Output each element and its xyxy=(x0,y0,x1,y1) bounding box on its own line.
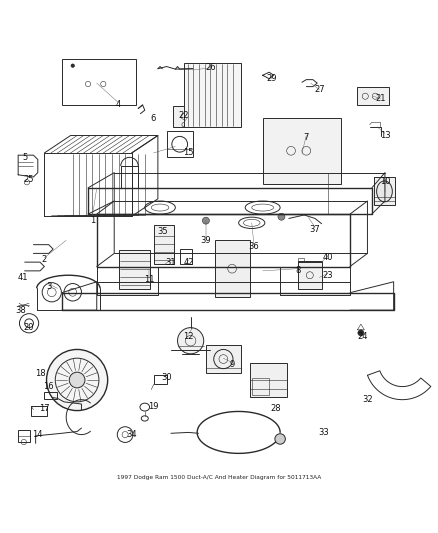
Text: 1: 1 xyxy=(90,216,95,225)
Bar xyxy=(31,406,46,416)
Text: 42: 42 xyxy=(183,257,194,266)
Text: 33: 33 xyxy=(318,428,329,437)
Text: 36: 36 xyxy=(248,243,259,252)
Text: 39: 39 xyxy=(201,236,211,245)
Bar xyxy=(153,225,174,264)
Text: 11: 11 xyxy=(144,275,154,284)
Bar xyxy=(180,249,192,264)
Bar xyxy=(206,345,241,374)
Text: 6: 6 xyxy=(151,114,156,123)
Text: 35: 35 xyxy=(157,227,168,236)
Bar xyxy=(166,131,193,157)
Text: 34: 34 xyxy=(127,430,137,439)
Text: 41: 41 xyxy=(17,273,28,282)
Text: 38: 38 xyxy=(15,305,26,314)
Polygon shape xyxy=(263,118,341,183)
Text: 20: 20 xyxy=(24,323,34,332)
Text: 17: 17 xyxy=(39,404,49,413)
Text: 23: 23 xyxy=(323,271,333,280)
Text: 1997 Dodge Ram 1500 Duct-A/C And Heater Diagram for 5011713AA: 1997 Dodge Ram 1500 Duct-A/C And Heater … xyxy=(117,475,321,480)
Text: 16: 16 xyxy=(43,382,54,391)
Text: 26: 26 xyxy=(205,63,215,72)
Circle shape xyxy=(69,372,85,388)
Circle shape xyxy=(202,217,209,224)
Bar xyxy=(215,240,250,297)
Text: 25: 25 xyxy=(24,175,34,184)
Text: 4: 4 xyxy=(116,100,121,109)
Text: 21: 21 xyxy=(375,94,386,103)
Bar xyxy=(357,87,389,105)
Circle shape xyxy=(278,213,285,220)
Text: 7: 7 xyxy=(304,133,309,142)
Text: 22: 22 xyxy=(179,111,189,120)
Text: 15: 15 xyxy=(183,149,194,157)
Text: 31: 31 xyxy=(166,257,176,266)
Text: 18: 18 xyxy=(35,369,45,378)
Text: 29: 29 xyxy=(266,74,277,83)
Text: 10: 10 xyxy=(380,177,390,186)
Text: 30: 30 xyxy=(161,373,172,382)
Text: 24: 24 xyxy=(358,332,368,341)
Bar xyxy=(173,106,194,127)
Text: 40: 40 xyxy=(323,253,333,262)
Text: 13: 13 xyxy=(380,131,390,140)
Bar xyxy=(18,430,29,442)
Text: 19: 19 xyxy=(148,402,159,411)
Circle shape xyxy=(358,330,364,336)
Bar xyxy=(184,63,241,127)
Text: 2: 2 xyxy=(42,255,47,264)
Bar xyxy=(154,375,166,384)
Bar xyxy=(44,392,57,399)
Text: 14: 14 xyxy=(32,430,43,439)
Text: 5: 5 xyxy=(22,153,27,162)
Text: 28: 28 xyxy=(270,404,281,413)
Text: 8: 8 xyxy=(295,266,300,276)
Circle shape xyxy=(177,328,204,354)
Text: 32: 32 xyxy=(362,395,373,404)
Bar xyxy=(252,378,269,395)
Text: 27: 27 xyxy=(314,85,325,94)
Text: 3: 3 xyxy=(46,281,51,290)
Text: 37: 37 xyxy=(310,225,321,234)
Circle shape xyxy=(71,64,74,67)
Circle shape xyxy=(275,434,286,444)
Text: 12: 12 xyxy=(183,332,194,341)
Bar xyxy=(374,177,395,205)
Text: 9: 9 xyxy=(230,360,235,369)
Circle shape xyxy=(46,350,108,410)
Bar xyxy=(297,261,321,289)
Ellipse shape xyxy=(377,181,392,202)
Bar xyxy=(120,250,150,289)
Bar xyxy=(250,362,287,398)
